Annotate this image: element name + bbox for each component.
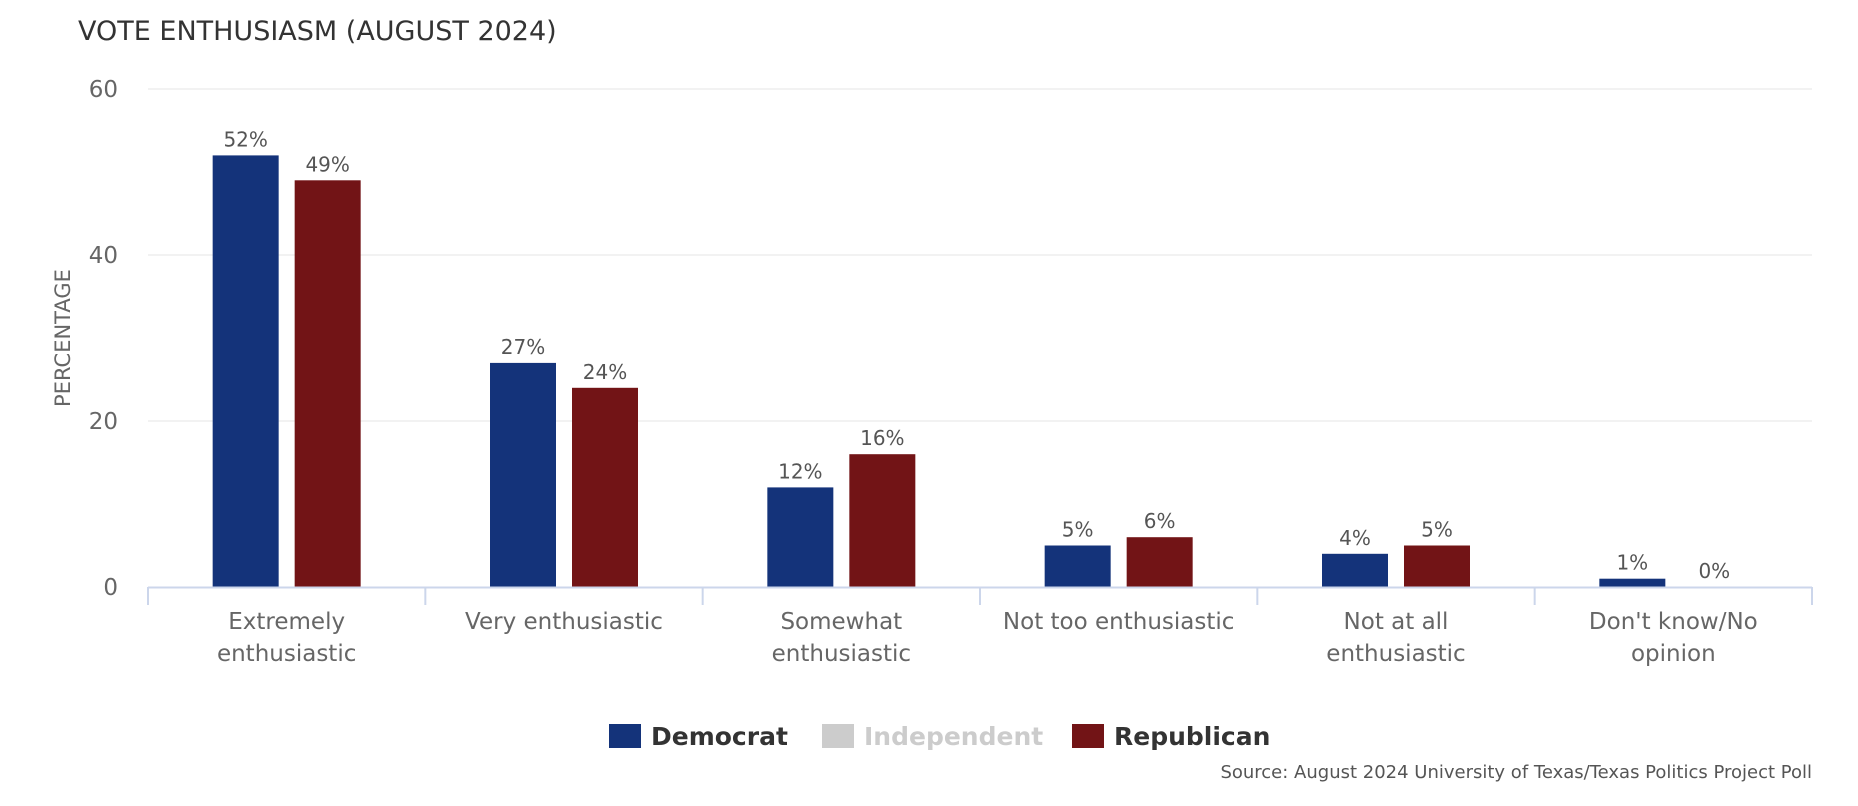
data-label-republican: 49% xyxy=(305,152,349,176)
x-category-label-line: enthusiastic xyxy=(1326,641,1465,667)
x-category-label: Somewhat enthusiastic xyxy=(772,609,911,667)
x-category-label: Extremely enthusiastic xyxy=(217,609,356,667)
data-label-democrat: 27% xyxy=(501,335,545,359)
legend-item-independent[interactable]: Independent xyxy=(822,722,1043,751)
y-tick-label: 60 xyxy=(89,77,118,103)
y-axis-ticks: 0 20 40 60 xyxy=(89,77,118,601)
data-label-democrat: 1% xyxy=(1616,551,1648,575)
legend-swatch xyxy=(1072,724,1104,748)
bar-democrat[interactable] xyxy=(1599,578,1666,587)
legend-label: Independent xyxy=(864,722,1043,751)
x-category-label: Very enthusiastic xyxy=(465,609,663,635)
x-category-label: Not too enthusiastic xyxy=(1003,609,1234,635)
data-label-republican: 5% xyxy=(1421,518,1453,542)
x-category-label-line: Don't know/No xyxy=(1589,609,1758,635)
data-label-democrat: 12% xyxy=(778,459,822,483)
source-note: Source: August 2024 University of Texas/… xyxy=(1220,762,1812,783)
x-category-label: Don't know/No opinion xyxy=(1589,609,1758,667)
data-label-democrat: 52% xyxy=(223,127,267,151)
x-category-label-line: Not too enthusiastic xyxy=(1003,609,1234,635)
y-tick-label: 20 xyxy=(89,409,118,435)
x-category-label-line: Very enthusiastic xyxy=(465,609,663,635)
data-label-republican: 24% xyxy=(583,360,627,384)
legend-swatch xyxy=(609,724,641,748)
y-axis-label: PERCENTAGE xyxy=(51,269,75,407)
chart-title: VOTE ENTHUSIASM (AUGUST 2024) xyxy=(78,16,557,47)
legend: Democrat Independent Republican xyxy=(609,722,1270,751)
y-tick-label: 40 xyxy=(89,243,118,269)
x-category-label-line: Somewhat xyxy=(780,609,902,635)
bars: 52% 49% 27% 24% 12% 16% 5% 6% 4% 5% 1% 0% xyxy=(212,127,1730,588)
data-label-democrat: 4% xyxy=(1339,526,1371,550)
x-category-label-line: enthusiastic xyxy=(772,641,911,667)
gridlines xyxy=(148,88,1812,422)
bar-democrat[interactable] xyxy=(490,362,556,587)
bar-republican[interactable] xyxy=(572,387,638,587)
legend-swatch xyxy=(822,724,854,748)
data-label-republican: 6% xyxy=(1144,509,1176,533)
bar-democrat[interactable] xyxy=(212,155,279,587)
data-label-republican: 0% xyxy=(1698,559,1730,583)
y-tick-label: 0 xyxy=(103,575,118,601)
bar-democrat[interactable] xyxy=(767,487,834,587)
bar-republican[interactable] xyxy=(1404,545,1470,588)
legend-label: Republican xyxy=(1114,722,1270,751)
bar-democrat[interactable] xyxy=(1322,553,1388,587)
x-category-label-line: enthusiastic xyxy=(217,641,356,667)
legend-item-democrat[interactable]: Democrat xyxy=(609,722,788,751)
x-category-label-line: Not at all xyxy=(1344,609,1449,635)
x-category-label: Not at all enthusiastic xyxy=(1326,609,1465,667)
x-axis: Extremely enthusiastic Very enthusiastic So… xyxy=(147,586,1813,667)
legend-item-republican[interactable]: Republican xyxy=(1072,722,1270,751)
bar-republican[interactable] xyxy=(849,454,916,587)
data-label-democrat: 5% xyxy=(1062,518,1094,542)
data-label-republican: 16% xyxy=(860,426,904,450)
bar-republican[interactable] xyxy=(1126,537,1193,587)
legend-label: Democrat xyxy=(651,722,788,751)
bar-democrat[interactable] xyxy=(1044,545,1111,588)
x-category-label-line: Extremely xyxy=(228,609,345,635)
x-category-label-line: opinion xyxy=(1631,641,1716,667)
bar-republican[interactable] xyxy=(294,180,361,588)
